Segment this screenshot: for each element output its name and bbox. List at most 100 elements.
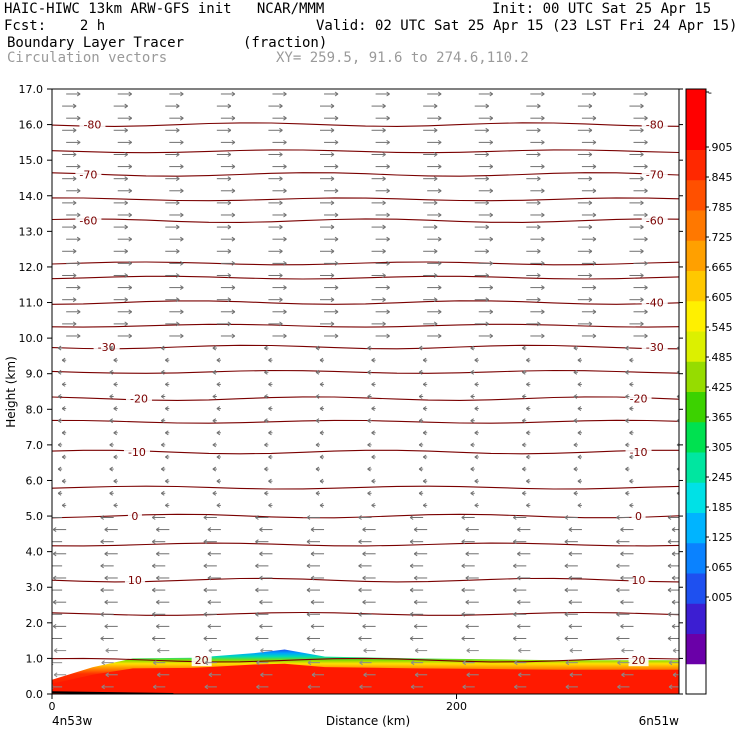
y-axis: 0.0 1.0 2.0 3.0 4.0 5.0 6.0 7.0 8.0 9.0 10.0 11.0 12… (19, 83, 683, 701)
contour-label-bg (191, 654, 212, 667)
wind-vector-head (227, 152, 232, 157)
wind-vector-head (382, 127, 386, 133)
wind-vector-head (279, 176, 283, 182)
colorbar-swatch (686, 603, 706, 634)
wind-vector-head (128, 285, 133, 290)
wind-vector-head (113, 478, 118, 484)
plot-background (52, 89, 679, 694)
wind-vector-head (588, 273, 593, 278)
wind-vector-head (52, 684, 54, 690)
wind-vector-head (279, 103, 283, 109)
contour-label: -20 (130, 393, 148, 406)
wind-vector-head (203, 611, 208, 617)
wind-vector-head (113, 430, 118, 436)
wind-vector-head (310, 527, 315, 532)
wind-vector-head (57, 418, 62, 424)
wind-vector-head (526, 454, 530, 460)
wind-vector-head (620, 527, 624, 532)
contour-label: 20 (632, 654, 646, 667)
plot-frame (51, 88, 680, 695)
wind-vector-head (306, 539, 311, 545)
wind-vector-head (433, 152, 438, 157)
colorbar-label: .425 (708, 381, 733, 394)
wind-vector-head (625, 418, 629, 424)
wind-vector-head (461, 636, 465, 641)
wind-vector-head (537, 297, 541, 303)
wind-vector-head (175, 103, 180, 109)
wind-vector-head (461, 611, 465, 617)
wind-vector-head (541, 164, 545, 169)
wind-vector-head (466, 672, 471, 678)
wind-vector-head (489, 236, 494, 242)
wind-vector-head (53, 672, 58, 678)
wind-vector-head (485, 200, 489, 206)
wind-vector-head (629, 454, 633, 460)
x-axis-left-endpoint: 4n53w (52, 714, 93, 728)
wind-vector-head (128, 260, 133, 266)
wind-vector-head (371, 430, 375, 436)
wind-vector-head (104, 527, 109, 532)
wind-vector-head (526, 430, 530, 436)
wind-vector-head (577, 430, 582, 436)
wind-vector-head (101, 684, 105, 690)
contour-line (52, 172, 679, 177)
contour-label-bg (641, 214, 668, 227)
wind-vector-head (175, 176, 180, 182)
wind-vector-head (592, 212, 597, 218)
vector-label: Circulation vectors (7, 50, 168, 66)
wind-vector-head (100, 515, 104, 520)
wind-vector-head (52, 527, 57, 532)
wind-vector-head (100, 611, 104, 617)
wind-vector-head (386, 309, 390, 315)
wind-vector-head (422, 357, 427, 363)
colorbar-swatch (686, 663, 706, 695)
colorbar-label: .785 (708, 201, 733, 214)
wind-vector-head (128, 333, 133, 339)
wind-vector-head (433, 224, 438, 230)
wind-vector-head (315, 394, 320, 399)
wind-vector-head (363, 648, 367, 653)
wind-vector-head (334, 333, 339, 339)
circulation-vectors (52, 91, 679, 690)
wind-vector-head (358, 563, 362, 569)
wind-vector-head (207, 527, 212, 532)
wind-vector-head (518, 672, 522, 678)
wind-vector-head (522, 490, 526, 496)
wind-vector-head (409, 636, 414, 641)
wind-vector-head (470, 466, 474, 472)
wind-vector-head (616, 563, 620, 569)
contour-label-bg (75, 168, 102, 181)
wind-vector-head (470, 345, 474, 351)
wind-vector-head (61, 357, 66, 363)
field-name: Boundary Layer Tracer (fraction) (7, 35, 328, 51)
colorbar-swatch (686, 573, 706, 604)
wind-vector-head (175, 152, 180, 157)
wind-vector-head (588, 103, 593, 109)
wind-vector-head (588, 152, 593, 157)
wind-vector-head (537, 176, 541, 182)
wind-vector-head (564, 587, 569, 593)
wind-vector-head (644, 309, 648, 315)
wind-vector-head (128, 188, 133, 194)
contour-label: 10 (128, 574, 142, 587)
wind-vector-head (264, 369, 268, 375)
wind-vector-head (437, 212, 442, 218)
wind-vector-head (640, 297, 644, 303)
wind-vector-head (485, 127, 489, 133)
wind-vector-head (330, 127, 335, 133)
y-tick-label: 6.0 (26, 474, 44, 487)
wind-vector-head (109, 369, 113, 375)
wind-vector-head (227, 297, 232, 303)
wind-vector-head (279, 273, 283, 278)
wind-vector-head (259, 527, 263, 532)
wind-vector-head (180, 333, 184, 339)
wind-vector-head (283, 91, 287, 97)
wind-vector-head (489, 285, 494, 290)
wind-vector-head (367, 442, 371, 448)
wind-vector-head (175, 248, 180, 254)
colorbar-label: .305 (708, 441, 733, 454)
wind-vector-head (72, 152, 77, 157)
wind-vector-head (307, 660, 312, 666)
wind-vector-head (418, 490, 423, 496)
wind-vector-head (672, 672, 677, 678)
